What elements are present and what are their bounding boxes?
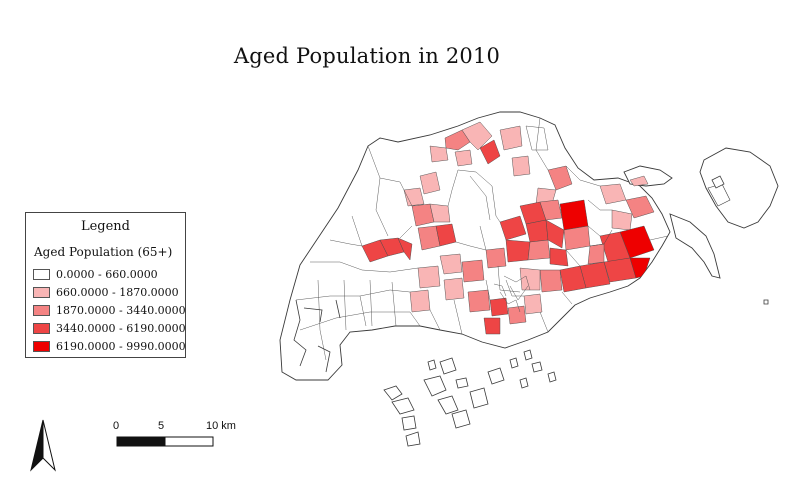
- region-south-2: [519, 267, 541, 291]
- region-central-9: [527, 239, 551, 261]
- scale-label-5: 5: [158, 420, 165, 432]
- region-south-4: [439, 253, 463, 275]
- region-south-9: [523, 293, 543, 315]
- legend-row: 3440.0000 - 6190.0000: [33, 321, 186, 335]
- region-central-6: [545, 219, 565, 249]
- region-central-7: [563, 225, 591, 251]
- region-west-5: [429, 203, 451, 223]
- legend-swatch: [33, 286, 50, 298]
- legend-label: 1870.0000 - 3440.0000: [56, 303, 186, 317]
- changi-peninsula: [669, 213, 721, 279]
- region-south-7: [489, 297, 509, 317]
- legend-row: 6190.0000 - 9990.0000: [33, 339, 186, 353]
- region-central-1: [499, 215, 527, 241]
- scale-label-10: 10 km: [206, 420, 236, 432]
- region-north-2: [461, 121, 493, 151]
- region-north-4: [429, 145, 449, 163]
- region-ne-4: [625, 195, 655, 219]
- pulau-ubin-region: [629, 175, 649, 187]
- region-north-7: [525, 125, 549, 151]
- legend-row: 660.0000 - 1870.0000: [33, 285, 179, 299]
- north-arrow-icon: [30, 419, 56, 472]
- region-east-7: [587, 243, 605, 265]
- legend-subtitle: Aged Population (65+): [34, 245, 173, 259]
- legend-swatch: [33, 340, 50, 352]
- legend-swatch: [33, 304, 50, 316]
- legend-label: 660.0000 - 1870.0000: [56, 285, 179, 299]
- scale-label-0: 0: [113, 420, 120, 432]
- scale-bar-graphic: [116, 436, 214, 447]
- pulau-ubin: [623, 165, 673, 187]
- legend-swatch: [33, 322, 50, 334]
- region-south-13: [483, 317, 501, 335]
- legend-swatch: [33, 268, 50, 280]
- western-shoreline: [293, 299, 341, 373]
- legend-title: Legend: [80, 219, 131, 234]
- legend-label: 0.0000 - 660.0000: [56, 267, 158, 281]
- scale-bar: 0 5 10 km: [110, 418, 250, 458]
- region-south-6: [467, 289, 491, 313]
- region-boundaries: [295, 117, 669, 361]
- region-central-10: [549, 247, 569, 267]
- legend-label: 3440.0000 - 6190.0000: [56, 321, 186, 335]
- region-south-3: [461, 259, 485, 283]
- southern-islands: [383, 299, 769, 447]
- region-west-9: [403, 187, 425, 207]
- region-north-8: [454, 149, 473, 167]
- map-title: Aged Population in 2010: [233, 44, 501, 68]
- pulau-tekong: [699, 147, 779, 229]
- region-central-5: [525, 219, 549, 243]
- region-central-8: [505, 239, 531, 263]
- region-north-1: [444, 129, 471, 151]
- region-central-4: [559, 199, 589, 231]
- region-ne-1: [547, 165, 573, 191]
- region-south-1: [539, 269, 563, 293]
- region-north-3: [479, 139, 501, 165]
- region-south-10: [443, 277, 465, 301]
- north-east-islet: [711, 175, 725, 189]
- region-east-6: [559, 265, 587, 293]
- legend-label: 6190.0000 - 9990.0000: [56, 339, 186, 353]
- region-south-8: [507, 305, 527, 325]
- region-north-5: [499, 125, 523, 151]
- region-south-12: [409, 289, 431, 313]
- region-south-11: [417, 265, 441, 289]
- region-north-6: [511, 155, 531, 177]
- region-south-5: [485, 247, 507, 269]
- legend-row: 1870.0000 - 3440.0000: [33, 303, 186, 317]
- region-west-3: [397, 237, 413, 261]
- legend-row: 0.0000 - 660.0000: [33, 267, 158, 281]
- map-legend: Legend Aged Population (65+) 0.0000 - 66…: [25, 212, 186, 358]
- region-west-8: [419, 171, 441, 195]
